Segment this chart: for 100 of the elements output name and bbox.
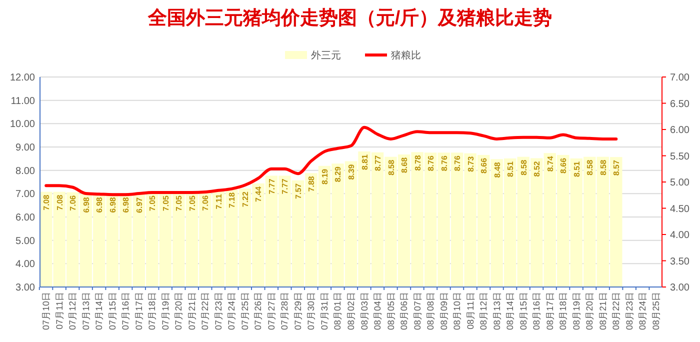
- data-label: 8.51: [506, 160, 516, 178]
- x-tick-label: 08月16日: [532, 292, 542, 330]
- y-tick-label: 3.00: [16, 282, 36, 294]
- x-tick-label: 08月20日: [584, 292, 595, 330]
- data-label: 7.77: [267, 178, 276, 194]
- x-tick-label: 07月29日: [292, 292, 303, 330]
- x-tick-label: 08月02日: [346, 292, 356, 330]
- data-label: 7.08: [55, 194, 64, 210]
- data-label: 8.76: [453, 155, 462, 172]
- data-label: 8.48: [492, 162, 502, 178]
- data-label: 8.74: [546, 156, 555, 172]
- y-tick-label: 12.00: [10, 72, 36, 84]
- data-label: 8.39: [347, 164, 356, 180]
- data-label: 7.77: [280, 178, 290, 194]
- x-tick-label: 07月23日: [213, 292, 224, 330]
- chart-title: 全国外三元猪均价走势图（元/斤）及猪粮比走势: [146, 7, 552, 29]
- data-label: 8.19: [320, 168, 330, 184]
- data-label: 7.06: [68, 194, 78, 211]
- data-label: 7.05: [148, 194, 158, 212]
- x-tick-label: 08月07日: [412, 292, 422, 330]
- y2-tick-label: 6.50: [670, 98, 690, 110]
- data-label: 7.18: [228, 192, 237, 208]
- legend-label: 外三元: [311, 50, 341, 62]
- x-tick-label: 08月08日: [426, 292, 436, 330]
- data-label: 6.98: [82, 196, 91, 213]
- x-tick-label: 07月31日: [319, 292, 330, 330]
- data-label: 8.51: [572, 160, 582, 178]
- y2-tick-label: 5.50: [670, 151, 690, 162]
- x-tick-label: 08月11日: [465, 292, 476, 330]
- x-tick-label: 08月13日: [492, 292, 502, 330]
- x-tick-label: 08月12日: [478, 292, 489, 330]
- y2-tick-label: 4.00: [670, 230, 690, 241]
- x-tick-label: 07月30日: [306, 292, 316, 330]
- data-label: 8.77: [374, 154, 383, 171]
- x-tick-label: 08月05日: [386, 292, 396, 330]
- data-label: 8.73: [466, 156, 476, 172]
- data-label: 8.58: [586, 159, 595, 176]
- y2-tick-label: 3.50: [670, 256, 690, 268]
- x-tick-label: 07月11日: [54, 292, 64, 330]
- y2-tick-label: 7.00: [670, 72, 690, 84]
- data-label: 8.76: [440, 155, 449, 172]
- data-label: 7.22: [240, 190, 250, 208]
- data-label: 6.98: [122, 196, 131, 213]
- data-label: 7.05: [188, 194, 197, 212]
- y2-tick-label: 4.50: [670, 204, 690, 215]
- x-tick-label: 07月13日: [80, 292, 91, 330]
- x-tick-label: 08月15日: [518, 292, 528, 330]
- x-tick-label: 07月25日: [240, 292, 250, 330]
- data-label: 8.66: [480, 157, 489, 174]
- x-tick-label: 08月25日: [650, 292, 661, 330]
- y2-tick-label: 3.00: [670, 282, 690, 294]
- x-tick-label: 07月27日: [266, 292, 276, 330]
- data-label: 7.08: [42, 194, 52, 210]
- data-label: 8.68: [400, 156, 410, 174]
- x-tick-label: 08月10日: [452, 292, 462, 330]
- data-label: 6.97: [134, 196, 144, 213]
- data-label: 7.05: [174, 194, 184, 212]
- y-tick-label: 11.00: [10, 96, 36, 107]
- x-tick-label: 07月24日: [226, 292, 237, 330]
- x-tick-label: 08月14日: [505, 292, 516, 330]
- x-tick-label: 07月21日: [186, 292, 197, 330]
- x-tick-label: 07月20日: [174, 292, 184, 330]
- data-label: 8.76: [426, 155, 436, 172]
- y-tick-label: 8.00: [16, 166, 36, 177]
- y-tick-label: 9.00: [16, 142, 36, 154]
- x-tick-label: 08月19日: [571, 292, 582, 330]
- x-tick-label: 07月18日: [147, 292, 158, 330]
- data-label: 7.06: [201, 194, 210, 211]
- x-tick-label: 08月09日: [438, 292, 449, 330]
- data-label: 8.57: [612, 159, 622, 176]
- data-label: 6.98: [95, 196, 104, 213]
- data-label: 8.78: [413, 154, 422, 171]
- data-label: 7.88: [307, 176, 316, 192]
- y-tick-label: 6.00: [16, 212, 36, 224]
- x-tick-label: 08月18日: [558, 292, 568, 330]
- x-tick-label: 07月15日: [107, 292, 118, 330]
- data-label: 7.05: [161, 194, 170, 212]
- x-tick-label: 08月24日: [638, 292, 648, 330]
- x-tick-label: 07月22日: [200, 292, 210, 330]
- data-label: 6.98: [108, 196, 118, 213]
- x-tick-label: 07月26日: [253, 292, 264, 330]
- y-tick-label: 7.00: [16, 189, 36, 200]
- legend-label: 猪粮比: [391, 50, 421, 62]
- x-tick-label: 07月14日: [94, 292, 104, 330]
- x-tick-label: 07月28日: [280, 292, 290, 330]
- data-label: 7.44: [254, 186, 264, 202]
- data-label: 8.66: [559, 157, 568, 174]
- y2-tick-label: 6.00: [670, 125, 690, 136]
- x-tick-label: 08月01日: [332, 292, 343, 330]
- x-tick-label: 07月10日: [41, 292, 52, 330]
- y-tick-label: 4.00: [16, 259, 36, 270]
- x-tick-label: 07月12日: [68, 292, 78, 330]
- x-tick-label: 08月17日: [544, 292, 555, 330]
- x-tick-label: 08月06日: [399, 292, 410, 330]
- data-label: 8.29: [334, 166, 343, 182]
- data-label: 8.58: [386, 159, 396, 176]
- data-label: 7.57: [294, 182, 303, 199]
- x-tick-label: 08月03日: [359, 292, 370, 330]
- y2-tick-label: 5.00: [670, 178, 690, 188]
- x-tick-label: 07月17日: [134, 292, 144, 330]
